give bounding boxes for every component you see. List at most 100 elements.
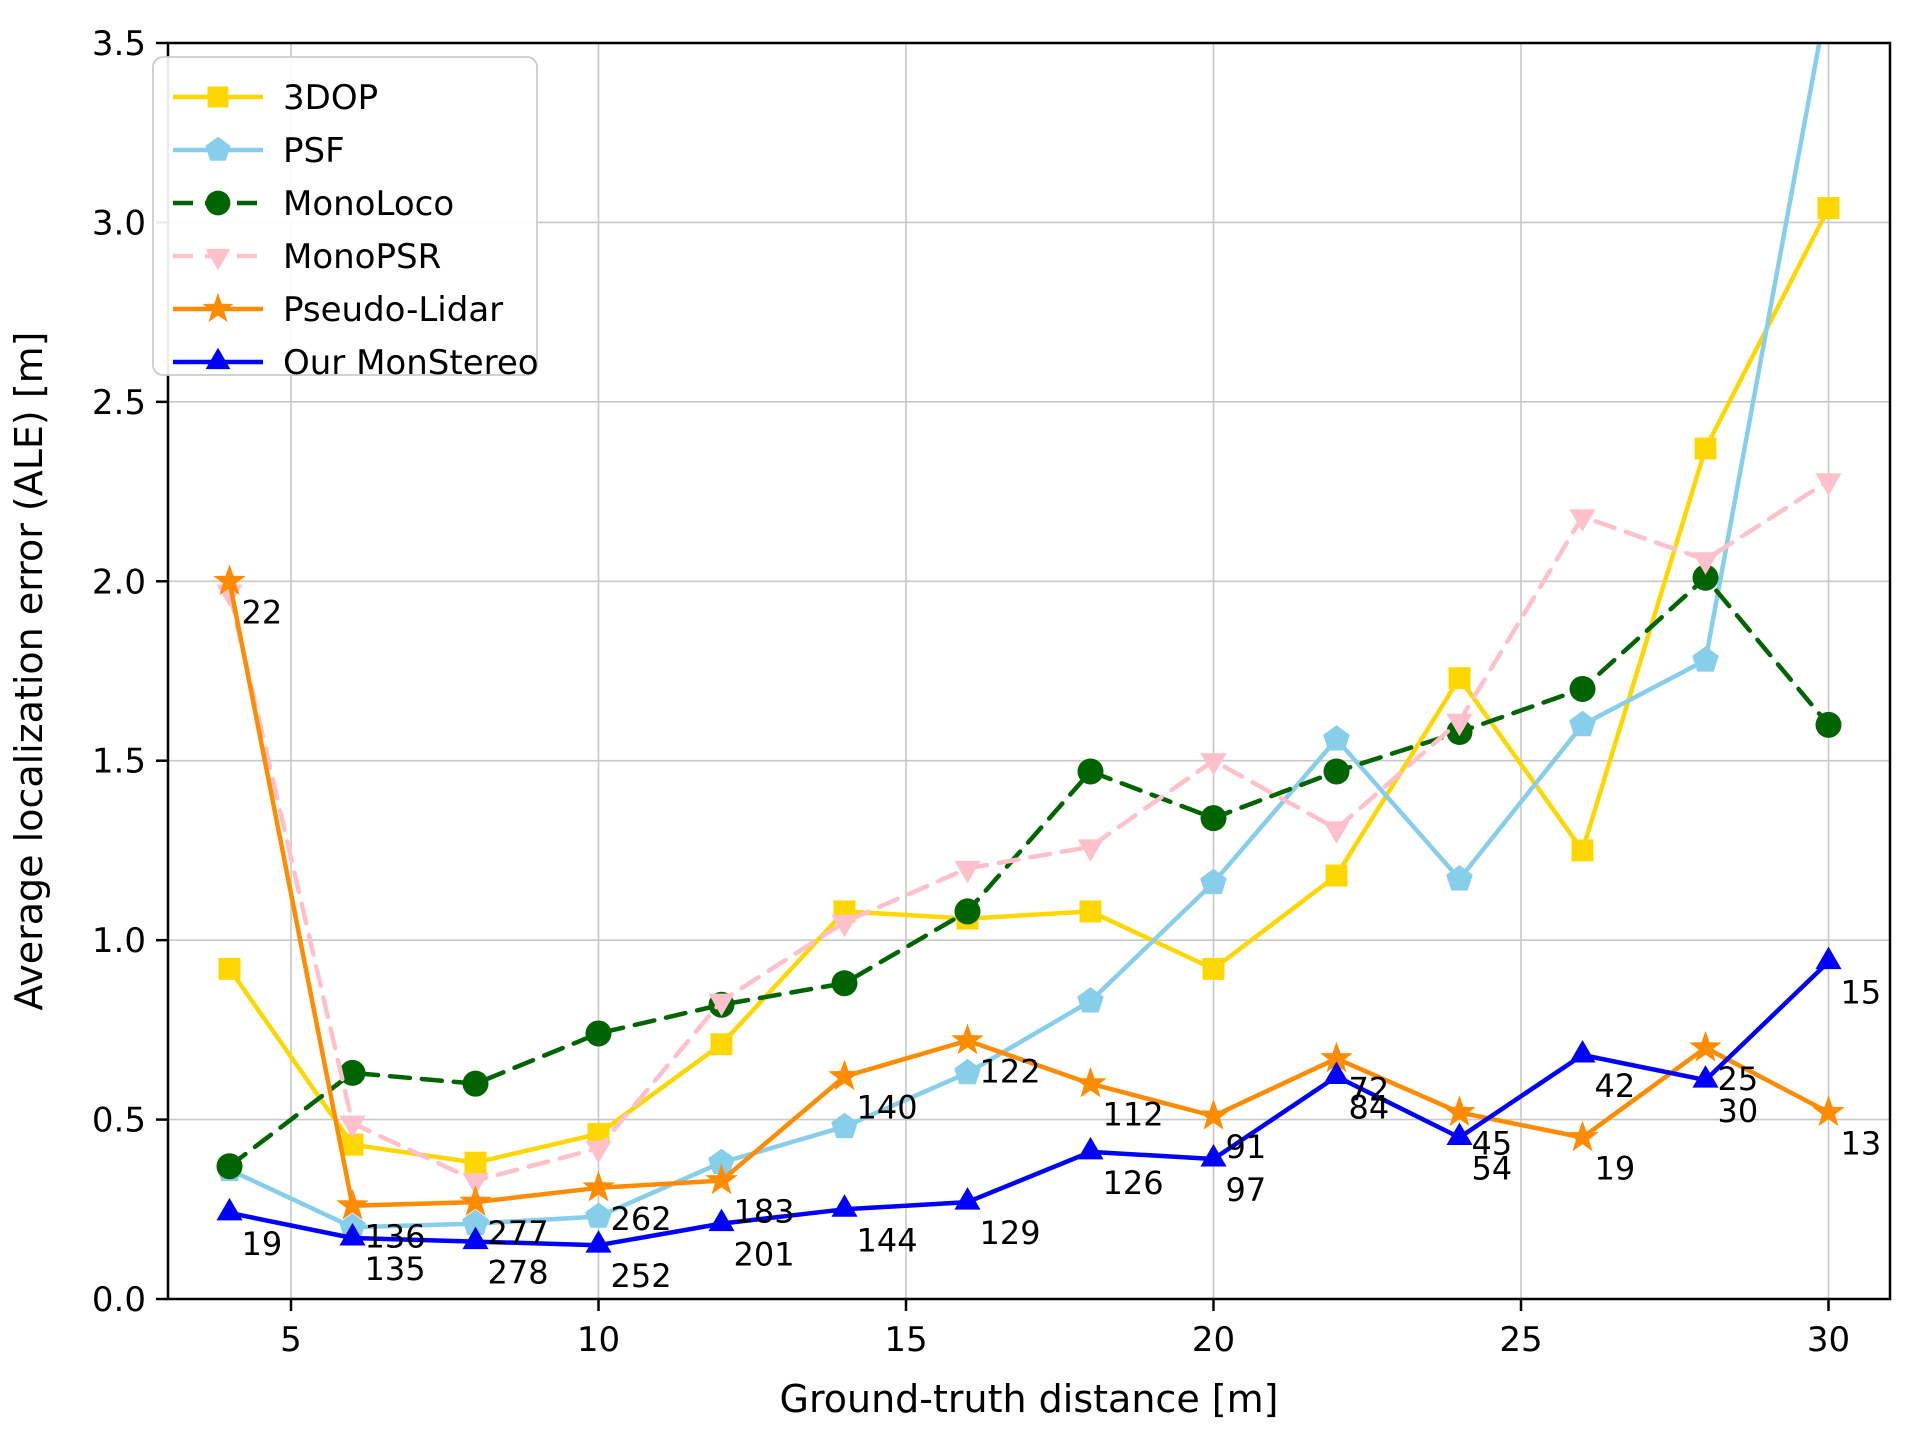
marker-triangle-down bbox=[1200, 753, 1227, 776]
series-line-psf bbox=[227, 43, 1822, 1230]
marker-triangle-down bbox=[462, 1173, 489, 1196]
marker-star bbox=[1197, 1099, 1230, 1130]
marker-pentagon bbox=[1077, 987, 1104, 1013]
y-tick-label: 1.0 bbox=[92, 921, 146, 961]
marker-pentagon bbox=[1200, 868, 1227, 895]
count-label-pseudo-lidar: 19 bbox=[1595, 1150, 1636, 1188]
x-axis-title: Ground-truth distance [m] bbox=[780, 1377, 1279, 1421]
marker-square bbox=[1325, 864, 1348, 887]
x-tick-label: 10 bbox=[577, 1320, 620, 1360]
marker-triangle-down bbox=[1323, 821, 1350, 844]
marker-square bbox=[218, 957, 241, 980]
legend-item-pseudo-lidar: Pseudo-Lidar bbox=[173, 290, 503, 330]
marker-square bbox=[1817, 197, 1840, 220]
marker-pentagon bbox=[1446, 865, 1473, 891]
marker-star bbox=[951, 1023, 984, 1055]
y-tick-label: 0.0 bbox=[92, 1280, 146, 1320]
marker-circle bbox=[1569, 675, 1596, 702]
marker-triangle-up bbox=[1446, 1122, 1473, 1146]
marker-circle bbox=[1815, 711, 1842, 738]
marker-circle bbox=[1323, 758, 1350, 785]
marker-triangle-up bbox=[339, 1222, 366, 1246]
marker-star bbox=[336, 1188, 369, 1220]
point-count-labels: 22 136 277 262 183 140 122 112 91 72 45 19 25 13 19 135… bbox=[242, 593, 1882, 1295]
x-tick-label: 5 bbox=[280, 1320, 302, 1360]
marker-triangle-up bbox=[1569, 1039, 1596, 1063]
y-axis-title: Average localization error (ALE) [m] bbox=[7, 332, 51, 1011]
marker-square bbox=[207, 86, 229, 108]
marker-star bbox=[213, 564, 246, 595]
marker-circle bbox=[1200, 805, 1227, 832]
marker-star bbox=[1812, 1095, 1845, 1127]
marker-circle bbox=[462, 1070, 489, 1097]
marker-triangle-up bbox=[1200, 1144, 1227, 1167]
marker-pentagon bbox=[1323, 725, 1350, 751]
marker-pentagon bbox=[205, 136, 231, 161]
plot-border bbox=[166, 41, 1892, 1301]
count-label-pseudo-lidar: 122 bbox=[980, 1053, 1041, 1091]
legend-item-psf: PSF bbox=[173, 131, 345, 171]
marker-star bbox=[828, 1059, 861, 1091]
series-line-monoloco bbox=[227, 575, 1831, 1169]
marker-star bbox=[705, 1163, 738, 1195]
marker-triangle-up bbox=[205, 347, 231, 370]
marker-triangle-down bbox=[1815, 473, 1842, 496]
marker-triangle-up bbox=[708, 1208, 735, 1232]
marker-star bbox=[582, 1170, 615, 1202]
marker-triangle-up bbox=[462, 1226, 489, 1250]
series-psf bbox=[216, 43, 1822, 1239]
series-area bbox=[213, 43, 1845, 1253]
x-tick-label: 25 bbox=[1499, 1320, 1542, 1360]
marker-triangle-up bbox=[1323, 1061, 1350, 1085]
marker-circle bbox=[339, 1059, 366, 1086]
marker-triangle-up bbox=[585, 1230, 612, 1253]
count-label-pseudo-lidar: 45 bbox=[1472, 1124, 1513, 1162]
series-our-monstereo bbox=[216, 946, 1842, 1253]
marker-triangle-down bbox=[585, 1140, 612, 1164]
marker-triangle-down bbox=[1077, 839, 1104, 862]
marker-star bbox=[1566, 1120, 1599, 1152]
marker-triangle-up bbox=[954, 1187, 981, 1210]
marker-triangle-up bbox=[216, 1197, 243, 1221]
marker-star bbox=[1074, 1066, 1107, 1098]
marker-pentagon bbox=[708, 1148, 735, 1174]
count-label-pseudo-lidar: 262 bbox=[611, 1200, 672, 1238]
marker-circle bbox=[585, 1020, 612, 1047]
marker-square bbox=[1694, 437, 1717, 460]
count-label-pseudo-lidar: 13 bbox=[1841, 1124, 1882, 1162]
legend-item-3dop: 3DOP bbox=[173, 78, 378, 118]
count-label-pseudo-lidar: 91 bbox=[1226, 1128, 1267, 1166]
ticks: 5 10 15 20 25 300.00.51.01.52.02.53.03.5 bbox=[92, 24, 1850, 1360]
marker-triangle-up bbox=[1077, 1136, 1104, 1160]
count-label-our-monstereo: 135 bbox=[365, 1250, 426, 1288]
marker-circle bbox=[831, 970, 858, 997]
count-label-our-monstereo: 84 bbox=[1349, 1089, 1390, 1127]
marker-square bbox=[341, 1133, 364, 1156]
y-tick-label: 2.5 bbox=[92, 383, 146, 423]
legend-label: MonoLoco bbox=[283, 184, 454, 224]
marker-triangle-up bbox=[1815, 946, 1842, 970]
legend: 3DOP PSF MonoLoco MonoPSR Pseudo-Lidar Our Mo… bbox=[152, 56, 539, 383]
count-label-our-monstereo: 54 bbox=[1472, 1150, 1513, 1188]
marker-square bbox=[1448, 667, 1471, 690]
marker-circle bbox=[1077, 758, 1104, 785]
marker-triangle-up bbox=[831, 1194, 858, 1217]
marker-pentagon bbox=[1569, 710, 1596, 737]
marker-triangle-down bbox=[339, 1115, 366, 1139]
marker-star bbox=[1689, 1030, 1722, 1062]
series-pseudo-lidar bbox=[213, 564, 1845, 1220]
count-label-pseudo-lidar: 136 bbox=[365, 1218, 426, 1256]
marker-pentagon bbox=[1692, 646, 1719, 672]
x-tick-label: 15 bbox=[884, 1320, 927, 1360]
count-label-our-monstereo: 42 bbox=[1595, 1067, 1636, 1105]
count-label-our-monstereo: 129 bbox=[980, 1214, 1041, 1252]
count-label-pseudo-lidar: 25 bbox=[1718, 1060, 1759, 1098]
legend-item-monoloco: MonoLoco bbox=[173, 184, 454, 224]
legend-label: Pseudo-Lidar bbox=[283, 290, 503, 330]
marker-triangle-down bbox=[831, 914, 858, 938]
count-label-our-monstereo: 97 bbox=[1226, 1171, 1267, 1209]
legend-label: MonoPSR bbox=[283, 237, 441, 277]
y-tick-label: 2.0 bbox=[92, 562, 146, 602]
marker-triangle-up bbox=[1692, 1065, 1719, 1088]
